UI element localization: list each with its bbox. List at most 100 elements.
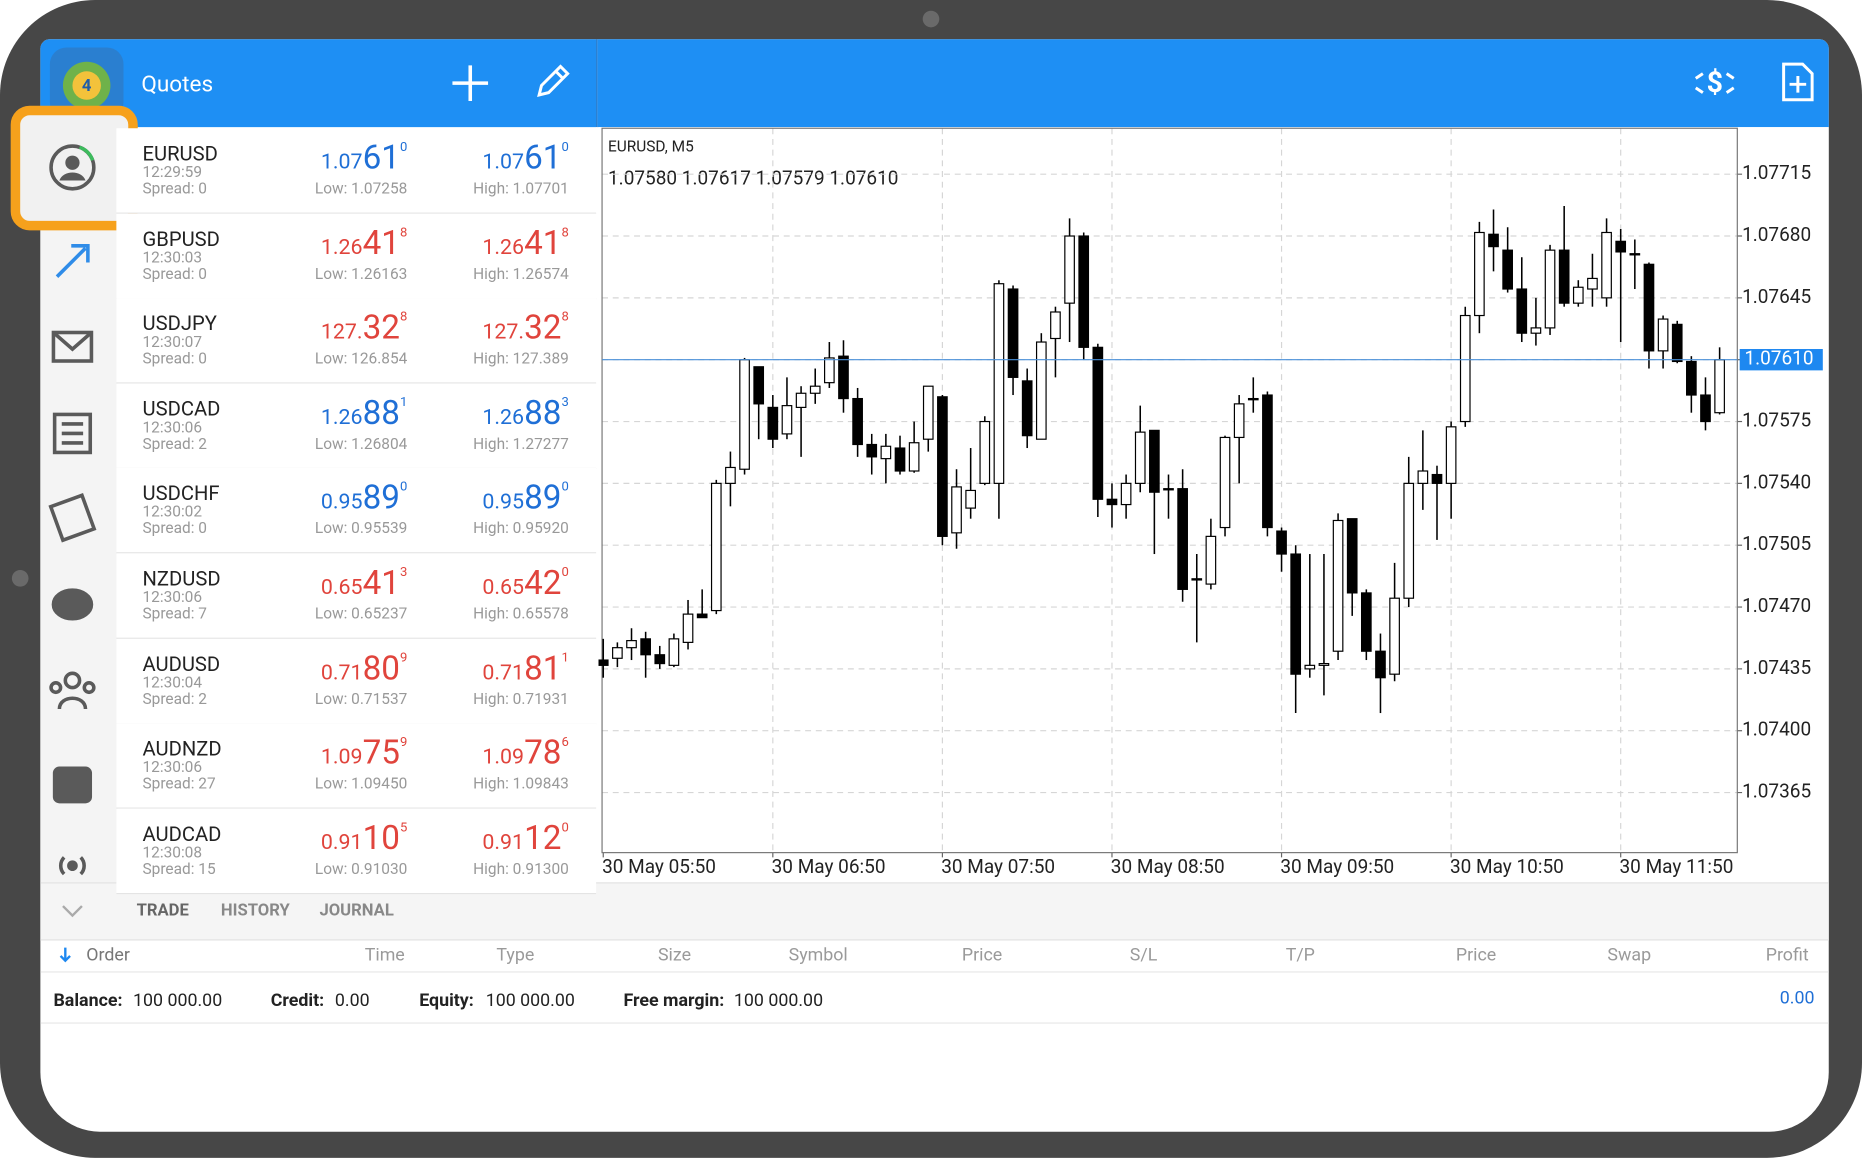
ask-price-part: 1.07	[482, 149, 525, 175]
trade-icon[interactable]	[55, 244, 90, 278]
candle-body	[682, 613, 694, 643]
column-header[interactable]: Symbol	[788, 944, 848, 966]
ask-price: 1.07610	[482, 138, 568, 177]
quote-row[interactable]: AUDNZD 12:30:06 Spread: 27 1.09759 1.09786 Lo…	[116, 723, 597, 809]
quote-row[interactable]: AUDCAD 12:30:08 Spread: 15 0.91105 0.91120 Lo…	[116, 808, 597, 894]
candle-body	[1502, 249, 1513, 290]
column-header[interactable]: T/P	[1285, 944, 1315, 966]
community-icon[interactable]	[63, 671, 82, 690]
summary-value: 0.00	[334, 989, 370, 1011]
bid-price-part: 80	[362, 647, 400, 688]
mail-icon[interactable]	[51, 330, 94, 363]
bid-price-part: 8	[399, 308, 408, 325]
candle-body	[937, 396, 948, 537]
candle-body	[612, 647, 623, 659]
y-tick-label: 1.07575	[1742, 409, 1811, 432]
quote-row[interactable]: USDCHF 12:30:02 Spread: 0 0.95890 0.95890 Low…	[116, 468, 597, 554]
column-header[interactable]: Time	[364, 944, 405, 966]
quote-row[interactable]: GBPUSD 12:30:03 Spread: 0 1.26418 1.26418 Low…	[116, 213, 597, 299]
spread: Spread: 0	[142, 180, 207, 199]
ask-price-part: 0.95	[482, 489, 525, 515]
terminal-tab[interactable]: TRADE	[136, 901, 189, 921]
header-title: Quotes	[141, 70, 214, 98]
spread: Spread: 2	[142, 690, 207, 709]
spread: Spread: 0	[142, 265, 207, 284]
trade-button[interactable]: $	[1691, 62, 1739, 105]
column-header[interactable]: Size	[657, 944, 692, 966]
ask-price-part: 78	[524, 732, 562, 773]
y-tick-label: 1.07645	[1742, 285, 1811, 308]
edit-button[interactable]	[532, 62, 572, 102]
column-header[interactable]: Type	[496, 944, 535, 966]
bid-price-part: 9	[399, 649, 408, 665]
quote-row[interactable]: AUDUSD 12:30:04 Spread: 2 0.71809 0.71811 Low…	[116, 638, 597, 724]
column-header[interactable]: Price	[961, 944, 1003, 966]
chat-icon[interactable]	[51, 588, 94, 621]
high: High: 0.91300	[473, 860, 569, 879]
symbol: USDJPY	[142, 312, 217, 337]
candle-body	[725, 466, 736, 484]
signal-icon[interactable]	[67, 860, 78, 872]
candle-body	[795, 392, 807, 408]
candle-body	[1318, 662, 1330, 666]
sensor	[11, 570, 29, 587]
summary-label: Credit:	[270, 989, 325, 1011]
low: Low: 0.95539	[314, 520, 408, 539]
candle-body	[1064, 235, 1075, 304]
y-tick-label: 1.07400	[1742, 718, 1811, 741]
ask-price-part: 3	[561, 394, 569, 410]
low: Low: 1.07258	[314, 180, 408, 199]
column-header[interactable]: S/L	[1129, 944, 1158, 966]
bid-price-part: 1.07	[320, 149, 363, 175]
quote-row[interactable]: NZDUSD 12:30:06 Spread: 7 0.65413 0.65420 Low…	[116, 553, 597, 639]
quote-row[interactable]: EURUSD 12:29:59 Spread: 0 1.07610 1.07610 Low…	[116, 128, 597, 214]
candle-body	[1417, 470, 1429, 484]
symbol: NZDUSD	[142, 567, 221, 592]
add-button[interactable]	[449, 62, 492, 105]
terminal-tab[interactable]: HISTORY	[220, 901, 290, 921]
symbol: GBPUSD	[142, 227, 220, 252]
quote-row[interactable]: USDJPY 12:30:07 Spread: 0 127.328 127.328 Low…	[116, 298, 597, 384]
bid-price: 1.09759	[321, 733, 407, 772]
ask-price-part: 89	[524, 477, 562, 518]
symbol: AUDNZD	[142, 737, 222, 762]
sort-arrow	[59, 947, 71, 963]
candle-body	[753, 366, 765, 405]
bid-price-part: 127.	[320, 319, 363, 345]
new-order-button[interactable]	[1779, 59, 1817, 104]
app-logo[interactable]: 4	[48, 45, 126, 121]
accounts-icon[interactable]	[20, 115, 128, 221]
market-icon[interactable]	[52, 766, 93, 804]
quote-row[interactable]: USDCAD 12:30:06 Spread: 2 1.26881 1.26883 Low…	[116, 383, 597, 469]
bid-price: 1.26418	[321, 223, 407, 262]
collapse-button[interactable]	[59, 903, 85, 920]
candle-body	[838, 355, 849, 400]
candle-body	[1247, 397, 1259, 401]
news-icon[interactable]	[52, 412, 93, 455]
column-header[interactable]: Swap	[1607, 944, 1652, 966]
column-header[interactable]: Profit	[1765, 944, 1809, 966]
low: Low: 0.71537	[314, 690, 408, 709]
low: Low: 126.854	[314, 350, 408, 369]
ask-price-part: 6	[561, 734, 569, 750]
bid-price-part: 0	[399, 479, 408, 495]
candle-body	[1205, 535, 1217, 585]
column-header[interactable]: Order	[86, 944, 130, 966]
candle-body	[1149, 429, 1160, 493]
bid-price-part: 1.26	[320, 404, 363, 430]
bid-price: 0.91105	[321, 818, 407, 857]
ask-price-part: 1.09	[482, 744, 525, 770]
ask-price-part: 8	[561, 308, 569, 325]
current-price-label: 1.07610	[1744, 347, 1813, 370]
candle-body	[1671, 323, 1683, 363]
terminal-tab[interactable]: JOURNAL	[319, 901, 394, 921]
candle-body	[710, 482, 722, 612]
column-header[interactable]: Price	[1455, 944, 1497, 966]
calendar-icon[interactable]	[48, 493, 97, 543]
spread: Spread: 2	[142, 435, 207, 454]
x-tick-label: 30 May 11:50	[1620, 855, 1734, 878]
summary-row	[40, 971, 1829, 1024]
svg-text:4: 4	[82, 77, 92, 96]
candle-body	[1488, 233, 1499, 248]
